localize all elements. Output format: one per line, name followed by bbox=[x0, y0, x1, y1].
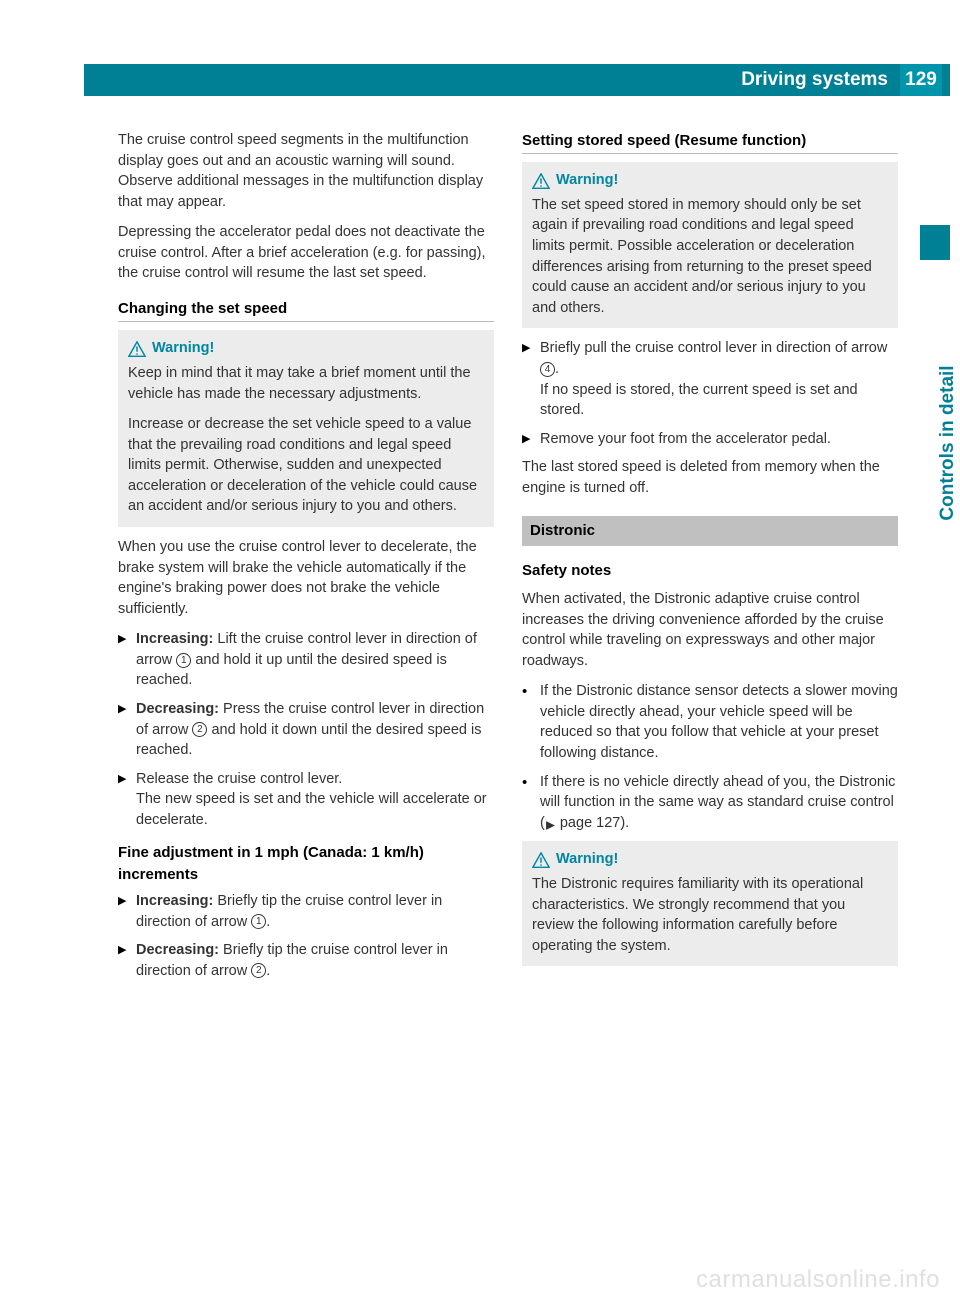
step-marker-icon: ▶ bbox=[118, 769, 128, 831]
step-marker-icon: ▶ bbox=[522, 338, 532, 420]
step-text: Release the cruise control lever. The ne… bbox=[136, 769, 494, 831]
step-item: ▶ Increasing: Briefly tip the cruise con… bbox=[118, 891, 494, 932]
warning-triangle-icon bbox=[532, 173, 550, 189]
bullet-text: If there is no vehicle directly ahead of… bbox=[540, 772, 898, 834]
callout-2-icon: 2 bbox=[251, 963, 266, 978]
bullet-text: If the Distronic distance sensor detects… bbox=[540, 681, 898, 763]
step-text: Increasing: Lift the cruise control leve… bbox=[136, 629, 494, 691]
step-text: Decreasing: Press the cruise control lev… bbox=[136, 699, 494, 761]
step-text: Decreasing: Briefly tip the cruise contr… bbox=[136, 940, 494, 981]
heading-changing-speed: Changing the set speed bbox=[118, 298, 494, 322]
warning-title: Warning! bbox=[556, 170, 618, 191]
warning-triangle-icon bbox=[128, 341, 146, 357]
step-item: ▶ Decreasing: Press the cruise control l… bbox=[118, 699, 494, 761]
warning-triangle-icon bbox=[532, 852, 550, 868]
step-item: ▶ Briefly pull the cruise control lever … bbox=[522, 338, 898, 420]
side-label: Controls in detail bbox=[937, 365, 959, 520]
callout-2-icon: 2 bbox=[192, 722, 207, 737]
right-column: Setting stored speed (Resume function) W… bbox=[522, 130, 898, 1242]
step-item: ▶ Decreasing: Briefly tip the cruise con… bbox=[118, 940, 494, 981]
step-marker-icon: ▶ bbox=[522, 429, 532, 450]
warning-text: Increase or decrease the set vehicle spe… bbox=[128, 414, 484, 517]
left-column: The cruise control speed segments in the… bbox=[118, 130, 494, 1242]
watermark: carmanualsonline.info bbox=[696, 1266, 940, 1294]
content-area: The cruise control speed segments in the… bbox=[118, 130, 898, 1242]
step-marker-icon: ▶ bbox=[118, 940, 128, 981]
heading-fine-adjust: Fine adjustment in 1 mph (Canada: 1 km/h… bbox=[118, 842, 494, 885]
step-marker-icon: ▶ bbox=[118, 699, 128, 761]
body-text: When activated, the Distronic adaptive c… bbox=[522, 589, 898, 671]
step-text: Increasing: Briefly tip the cruise contr… bbox=[136, 891, 494, 932]
body-text: The cruise control speed segments in the… bbox=[118, 130, 494, 212]
callout-1-icon: 1 bbox=[176, 653, 191, 668]
warning-box: Warning! Keep in mind that it may take a… bbox=[118, 330, 494, 527]
body-text: When you use the cruise control lever to… bbox=[118, 537, 494, 619]
warning-box: Warning! The set speed stored in memory … bbox=[522, 162, 898, 328]
warning-text: The set speed stored in memory should on… bbox=[532, 195, 888, 318]
warning-text: Keep in mind that it may take a brief mo… bbox=[128, 363, 484, 404]
callout-1-icon: 1 bbox=[251, 914, 266, 929]
step-marker-icon: ▶ bbox=[118, 629, 128, 691]
warning-header: Warning! bbox=[128, 338, 484, 359]
page-link-icon bbox=[545, 817, 556, 828]
section-title: Driving systems bbox=[741, 69, 888, 91]
bullet-item: • If there is no vehicle directly ahead … bbox=[522, 772, 898, 834]
heading-resume: Setting stored speed (Resume function) bbox=[522, 130, 898, 154]
body-text: Depressing the accelerator pedal does no… bbox=[118, 222, 494, 284]
warning-header: Warning! bbox=[532, 849, 888, 870]
side-tab bbox=[920, 225, 950, 260]
step-text: Remove your foot from the accelerator pe… bbox=[540, 429, 831, 450]
header-bar: Driving systems 129 bbox=[84, 64, 950, 96]
body-text: The last stored speed is deleted from me… bbox=[522, 457, 898, 498]
step-item: ▶ Remove your foot from the accelerator … bbox=[522, 429, 898, 450]
warning-text: The Distronic requires familiarity with … bbox=[532, 874, 888, 956]
warning-title: Warning! bbox=[152, 338, 214, 359]
step-item: ▶ Release the cruise control lever. The … bbox=[118, 769, 494, 831]
step-item: ▶ Increasing: Lift the cruise control le… bbox=[118, 629, 494, 691]
bullet-icon: • bbox=[522, 681, 532, 763]
bullet-icon: • bbox=[522, 772, 532, 834]
callout-4-icon: 4 bbox=[540, 362, 555, 377]
page-number: 129 bbox=[900, 64, 942, 96]
step-marker-icon: ▶ bbox=[118, 891, 128, 932]
warning-box: Warning! The Distronic requires familiar… bbox=[522, 841, 898, 966]
warning-title: Warning! bbox=[556, 849, 618, 870]
section-distronic: Distronic bbox=[522, 516, 898, 545]
heading-safety-notes: Safety notes bbox=[522, 560, 898, 583]
bullet-item: • If the Distronic distance sensor detec… bbox=[522, 681, 898, 763]
warning-header: Warning! bbox=[532, 170, 888, 191]
step-text: Briefly pull the cruise control lever in… bbox=[540, 338, 898, 420]
